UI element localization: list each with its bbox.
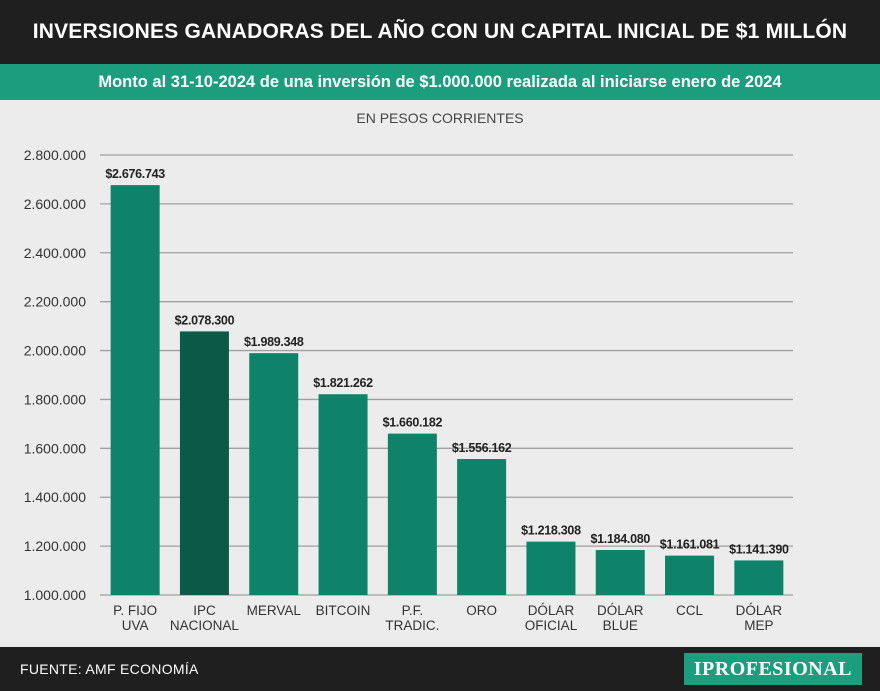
x-tick-label: ORO bbox=[466, 603, 497, 618]
y-tick-label: 1.200.000 bbox=[24, 538, 86, 554]
x-tick-label: P.F. TRADIC. bbox=[385, 603, 439, 633]
y-tick-label: 2.400.000 bbox=[24, 245, 86, 261]
bar bbox=[249, 353, 299, 595]
x-tick-label: IPC NACIONAL bbox=[170, 603, 240, 633]
y-tick-label: 1.400.000 bbox=[24, 489, 86, 505]
data-label: $1.660.182 bbox=[383, 416, 443, 430]
bar bbox=[387, 433, 437, 595]
y-tick-label: 2.800.000 bbox=[24, 147, 86, 163]
data-label: $1.161.081 bbox=[660, 538, 720, 552]
x-tick-label: BITCOIN bbox=[316, 603, 371, 618]
data-label: $1.141.390 bbox=[729, 542, 789, 556]
chart-subtitle: Monto al 31-10-2024 de una inversión de … bbox=[0, 64, 880, 100]
y-tick-label: 2.000.000 bbox=[24, 343, 86, 359]
source-note: FUENTE: AMF ECONOMÍA bbox=[20, 661, 199, 677]
data-label: $1.218.308 bbox=[521, 524, 581, 538]
brand-logo: IPROFESIONAL bbox=[683, 653, 862, 685]
data-label: $1.184.080 bbox=[590, 532, 650, 546]
y-tick-label: 1.800.000 bbox=[24, 391, 86, 407]
x-tick-label: CCL bbox=[676, 603, 703, 618]
data-label: $2.676.743 bbox=[105, 167, 165, 181]
x-tick-label: DÓLAR BLUE bbox=[597, 603, 644, 633]
y-tick-label: 1.000.000 bbox=[24, 587, 86, 603]
y-tick-label: 2.600.000 bbox=[24, 196, 86, 212]
bar bbox=[665, 555, 715, 595]
data-label: $2.078.300 bbox=[175, 313, 235, 327]
bar bbox=[179, 331, 229, 595]
data-label: $1.821.262 bbox=[313, 376, 373, 390]
data-label: $1.556.162 bbox=[452, 441, 512, 455]
chart-title: INVERSIONES GANADORAS DEL AÑO CON UN CAP… bbox=[0, 0, 880, 64]
bar bbox=[526, 541, 576, 595]
footer: FUENTE: AMF ECONOMÍA IPROFESIONAL bbox=[0, 647, 880, 691]
bar bbox=[595, 550, 645, 595]
unit-label: EN PESOS CORRIENTES bbox=[356, 110, 524, 126]
x-tick-label: DÓLAR MEP bbox=[736, 603, 783, 633]
data-label: $1.989.348 bbox=[244, 335, 304, 349]
bar bbox=[457, 459, 507, 595]
x-tick-label: MERVAL bbox=[247, 603, 302, 618]
bar-chart: 1.000.000 1.200.000 1.400.000 1.600.000 1.80… bbox=[24, 147, 793, 633]
bar bbox=[734, 560, 784, 595]
y-tick-label: 1.600.000 bbox=[24, 440, 86, 456]
bar bbox=[110, 185, 160, 595]
y-tick-label: 2.200.000 bbox=[24, 294, 86, 310]
bar bbox=[318, 394, 368, 595]
x-tick-label: DÓLAR OFICIAL bbox=[525, 603, 578, 633]
x-tick-label: P. FIJO UVA bbox=[113, 603, 157, 633]
